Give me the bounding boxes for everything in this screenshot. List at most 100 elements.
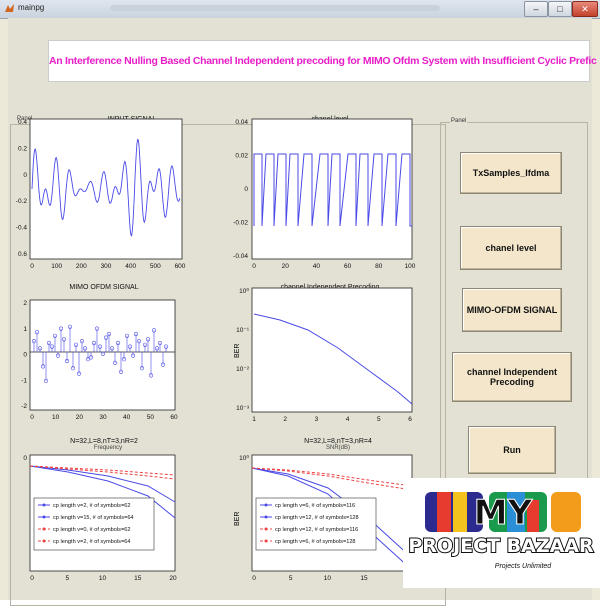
svg-text:300: 300 (101, 263, 112, 270)
mimo-ofdm-axes[interactable] (29, 299, 176, 411)
mimo-ofdm-signal-button[interactable]: MIMO-OFDM SIGNAL (462, 288, 562, 332)
svg-text:cp length v=6, # of symbols=12: cp length v=6, # of symbols=128 (275, 539, 356, 545)
ber-left-title: N=32,L=8,nT=3,nR=2 (70, 438, 138, 445)
svg-text:5: 5 (65, 575, 69, 582)
svg-text:60: 60 (344, 263, 352, 270)
channel-independent-precoding-button[interactable]: channel Independent Precoding (452, 352, 572, 402)
title-banner: An Interference Nulling Based Channel In… (48, 40, 597, 82)
plots-svg: BER BER 0 100 200 300 400 500 6000.40.20-0.2-0… (16, 118, 416, 582)
svg-text:-0.2: -0.2 (16, 198, 28, 205)
svg-text:0.02: 0.02 (235, 153, 248, 160)
close-button[interactable]: ✕ (572, 1, 598, 17)
cip-ylabel: BER (234, 344, 241, 358)
svg-text:cp length v=12, # of symbols=1: cp length v=12, # of symbols=128 (275, 515, 359, 521)
svg-text:cp length v=15, # of symbols=6: cp length v=15, # of symbols=64 (53, 515, 134, 521)
ber-right-ylabel: BER (234, 512, 241, 526)
matlab-icon (5, 4, 14, 12)
svg-text:100: 100 (51, 263, 62, 270)
svg-text:-0.4: -0.4 (16, 225, 28, 232)
svg-text:cp length v=0, # of symbols=62: cp length v=0, # of symbols=62 (53, 527, 130, 533)
channel-level-line (253, 153, 412, 227)
svg-text:cp length v=2, # of symbols=64: cp length v=2, # of symbols=64 (53, 539, 130, 545)
svg-text:10⁻¹: 10⁻¹ (236, 327, 250, 334)
input-signal-axes[interactable] (29, 118, 183, 260)
cip-axes[interactable] (251, 287, 413, 413)
legend-labels: cp length v=2, # of symbols=62 cp length … (53, 503, 359, 545)
chanel-level-button[interactable]: chanel level (460, 226, 562, 270)
svg-text:500: 500 (150, 263, 161, 270)
svg-text:Projects Unlimited: Projects Unlimited (495, 563, 553, 570)
logo-mark: MY PROJECT BAZAAR Projects Unlimited (407, 492, 595, 570)
svg-text:5: 5 (377, 416, 381, 423)
ber-left-overlap: Frequency (93, 445, 123, 451)
svg-text:10: 10 (99, 575, 107, 582)
svg-text:0: 0 (30, 575, 34, 582)
svg-text:cp length v=6, # of symbols=11: cp length v=6, # of symbols=116 (275, 503, 355, 509)
minimize-button[interactable]: – (524, 1, 548, 17)
svg-text:10⁰: 10⁰ (239, 454, 249, 462)
svg-text:PROJECT BAZAAR: PROJECT BAZAAR (408, 535, 594, 557)
svg-text:2: 2 (283, 416, 287, 423)
svg-text:600: 600 (175, 263, 186, 270)
svg-text:0.4: 0.4 (18, 119, 27, 126)
ber-left-legend (33, 497, 155, 551)
svg-text:0: 0 (30, 414, 34, 421)
svg-text:0.6: 0.6 (18, 251, 27, 258)
svg-text:20: 20 (169, 575, 177, 582)
svg-text:0: 0 (252, 263, 256, 270)
svg-text:400: 400 (125, 263, 136, 270)
project-bazaar-logo: MY PROJECT BAZAAR Projects Unlimited (403, 478, 600, 588)
svg-text:100: 100 (405, 263, 416, 270)
svg-text:20: 20 (282, 263, 290, 270)
svg-text:10⁻³: 10⁻³ (236, 405, 250, 412)
mimo-ofdm-stems (31, 324, 169, 383)
controls-panel-label: Panel (450, 118, 468, 124)
title-path (110, 5, 440, 11)
input-signal-line (31, 138, 181, 237)
svg-text:15: 15 (134, 575, 142, 582)
svg-text:0: 0 (23, 352, 27, 359)
svg-text:40: 40 (123, 414, 131, 421)
svg-text:-0.04: -0.04 (233, 253, 248, 260)
tx-samples-button[interactable]: TxSamples_Ifdma (460, 152, 562, 194)
svg-text:80: 80 (375, 263, 383, 270)
svg-text:1: 1 (252, 416, 256, 423)
svg-text:-2: -2 (21, 403, 27, 410)
svg-text:0: 0 (23, 172, 27, 179)
svg-text:cp length v=2, # of symbols=62: cp length v=2, # of symbols=62 (53, 503, 130, 509)
cip-title: channel Independent Precoding (280, 284, 380, 291)
svg-text:10⁰: 10⁰ (239, 287, 249, 295)
svg-text:10: 10 (52, 414, 60, 421)
plots-panel-label: Panel (16, 116, 34, 122)
svg-text:10⁻²: 10⁻² (236, 366, 250, 373)
window-title: mainpg (18, 3, 45, 12)
svg-text:0: 0 (23, 455, 27, 462)
cip-ber-curve (253, 313, 413, 405)
svg-text:15: 15 (360, 575, 368, 582)
banner-title: An Interference Nulling Based Channel In… (49, 55, 597, 67)
svg-text:200: 200 (76, 263, 87, 270)
svg-text:0: 0 (244, 186, 248, 193)
svg-text:20: 20 (76, 414, 84, 421)
svg-text:40: 40 (313, 263, 321, 270)
maximize-button[interactable]: □ (548, 1, 572, 17)
ber-right-curves (251, 467, 413, 571)
svg-text:2: 2 (23, 300, 27, 307)
svg-text:cp length v=12, # of symbols=1: cp length v=12, # of symbols=116 (275, 527, 358, 533)
svg-text:0: 0 (252, 575, 256, 582)
ber-right-legend (255, 497, 377, 551)
svg-text:-0.02: -0.02 (233, 220, 248, 227)
run-button[interactable]: Run (468, 426, 556, 474)
mimo-ofdm-title: MIMO OFDM SIGNAL (69, 284, 139, 291)
figure-canvas: An Interference Nulling Based Channel In… (8, 18, 597, 606)
ber-right-title: N=32,L=8,nT=3,nR=4 (304, 438, 372, 445)
svg-text:4: 4 (346, 416, 350, 423)
title-bar[interactable]: mainpg – □ ✕ (0, 0, 600, 19)
legend-markers (38, 503, 272, 543)
svg-text:6: 6 (408, 416, 412, 423)
svg-text:50: 50 (147, 414, 155, 421)
svg-text:-1: -1 (21, 377, 27, 384)
svg-text:10: 10 (324, 575, 332, 582)
